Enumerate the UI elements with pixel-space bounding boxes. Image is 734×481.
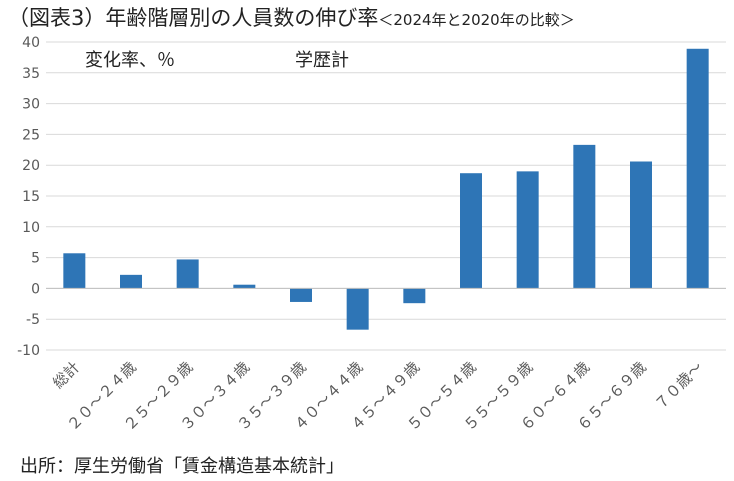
y-axis-label: 変化率、％ [85, 50, 175, 71]
y-tick-label: 25 [22, 127, 40, 143]
y-tick-label: 10 [22, 220, 40, 236]
y-tick-label: 30 [22, 97, 40, 113]
bar [686, 48, 709, 289]
y-tick-label: -10 [17, 343, 40, 359]
y-tick-label: -5 [26, 312, 40, 328]
y-tick-label: 15 [22, 189, 40, 205]
y-tick-label: 35 [22, 66, 40, 82]
bar [233, 284, 256, 289]
y-tick-label: 5 [31, 251, 40, 267]
chart-title: （図表3）年齢階層別の人員数の伸び率＜2024年と2020年の比較＞ [8, 4, 575, 34]
x-tick-label: ７０歳～ [651, 358, 706, 413]
bar [290, 288, 312, 302]
bar [573, 144, 596, 289]
chart-title-main: （図表3）年齢階層別の人員数の伸び率 [8, 6, 379, 30]
source-note: 出所：厚生労働省「賃金構造基本統計」 [20, 456, 344, 477]
chart-title-sub: ＜2024年と2020年の比較＞ [378, 11, 575, 29]
x-axis-ticks: 総計２０～２４歳２５～２９歳３０～３４歳３５～３９歳４０～４４歳４５～４９歳５０… [49, 358, 706, 434]
bar [630, 161, 652, 289]
y-tick-label: 20 [22, 158, 40, 174]
bar [120, 274, 142, 289]
y-axis-ticks: -10 -5 0 5 10 15 20 25 30 35 40 [17, 35, 40, 359]
y-tick-label: 0 [31, 281, 40, 297]
y-tick-label: 40 [22, 35, 40, 51]
bar [346, 288, 369, 330]
bar [176, 259, 199, 289]
bar [460, 173, 482, 289]
bars [63, 48, 709, 330]
bar [403, 288, 426, 304]
bar [516, 171, 539, 289]
x-tick-label: 総計 [49, 358, 83, 392]
bar [63, 253, 86, 289]
series-label: 学歴計 [295, 50, 349, 71]
gridlines [46, 41, 726, 351]
